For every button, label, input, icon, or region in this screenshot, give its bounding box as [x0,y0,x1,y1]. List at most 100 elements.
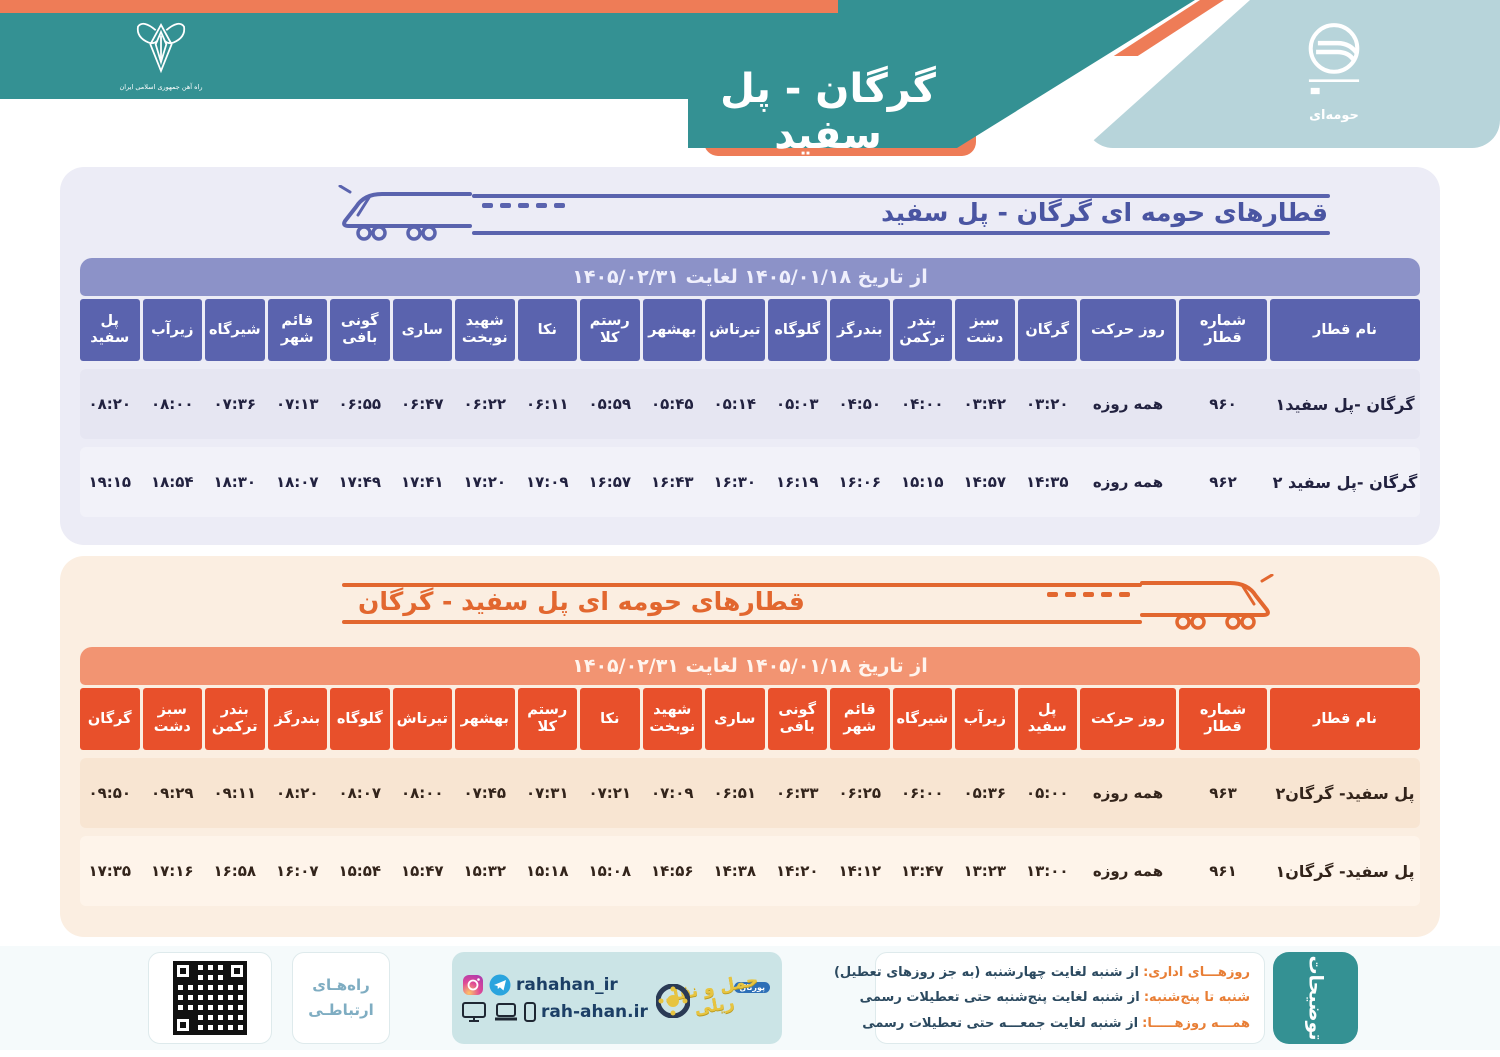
time-cell: ۰۶:۵۵ [338,395,382,413]
time-cell: ۰۵:۰۰ [1025,784,1069,802]
railways-emblem: راه آهن جمهوری اسلامی ایران [118,16,204,100]
social-box: پورتال حمل و نقل ریلی [452,952,782,1044]
table-row: گرگان -پل سفید۱ ۹۶۰ همه روزه ۰۳:۲۰ ۰۳:۴۲… [80,369,1420,439]
train-number: ۹۶۰ [1209,395,1237,413]
col-train-number: شماره قطار [1179,688,1267,750]
time-cell: ۰۶:۲۵ [838,784,882,802]
note-label: شنبه تا پنج‌شنبه: [1143,990,1250,1006]
time-cell: ۰۸:۲۰ [275,784,319,802]
contact-label-line1: راه‌هـای [312,975,370,994]
card1-title-band: قطارهای حومه ای گرگان - پل سفید [80,181,1420,253]
page-header: راه آهن جمهوری اسلامی ایران گرگان - پل س… [0,0,1500,162]
col-station: زیرآب [955,688,1015,750]
train-name: گرگان -پل سفید۱ [1275,394,1415,414]
time-cell: ۱۸:۰۷ [275,473,319,491]
note-text: از شنبه لغایت جمعـــه حتی تعطیلات رسمی [862,1015,1139,1031]
time-cell: ۰۳:۲۰ [1025,395,1069,413]
time-cell: ۰۳:۴۲ [963,395,1007,413]
suburban-wordmark: حومه‌ای [1309,108,1359,123]
train-name: پل سفید- گرگان۲ [1275,783,1415,803]
col-station: پل سفید [80,299,140,361]
time-cell: ۱۳:۴۷ [900,862,944,880]
time-cell: ۱۷:۰۹ [525,473,569,491]
time-cell: ۰۴:۰۰ [900,395,944,413]
time-cell: ۱۵:۵۴ [338,862,382,880]
col-station: گونی بافی [330,299,390,361]
train-illustration-icon [1047,574,1274,630]
run-days: همه روزه [1092,473,1164,491]
time-cell: ۰۹:۲۹ [150,784,194,802]
qr-finder-icon [173,1015,193,1035]
social-row-handles: rahahan_ir [462,974,648,996]
telegram-icon [489,974,511,996]
time-cell: ۱۴:۵۷ [963,473,1007,491]
rail-transport-portal-logo: پورتال حمل و نقل ریلی [654,970,772,1019]
railways-emblem-caption: راه آهن جمهوری اسلامی ایران [119,83,203,91]
col-station: ساری [392,299,452,361]
time-cell: ۰۸:۰۷ [338,784,382,802]
col-station: رستم کلا [517,688,577,750]
time-cell: ۰۵:۴۵ [650,395,694,413]
suburban-brand-logo: حومه‌ای [1292,18,1376,126]
time-cell: ۱۶:۳۰ [713,473,757,491]
qr-finder-icon [227,961,247,981]
col-station: گلوگاه [767,299,827,361]
col-station: تیرتاش [705,299,765,361]
time-cell: ۰۷:۱۳ [275,395,319,413]
card2-title: قطارهای حومه ای پل سفید - گرگان [358,587,805,616]
notes-box: روزهـــای اداری: از شنبه لغایت چهارشنبه … [834,952,1265,1044]
col-station: شیرگاه [892,688,952,750]
time-cell: ۱۷:۳۵ [88,862,132,880]
time-cell: ۰۶:۳۳ [775,784,819,802]
time-cell: ۱۶:۰۶ [838,473,882,491]
time-cell: ۱۳:۲۳ [963,862,1007,880]
decor-line [342,620,1142,624]
table-row: پل سفید- گرگان۲ ۹۶۳ همه روزه ۰۵:۰۰ ۰۵:۳۶… [80,758,1420,828]
time-cell: ۰۷:۳۶ [213,395,257,413]
time-cell: ۱۶:۱۹ [775,473,819,491]
time-cell: ۰۸:۰۰ [150,395,194,413]
time-cell: ۰۷:۳۱ [525,784,569,802]
train-number: ۹۶۲ [1209,473,1237,491]
note-line: روزهـــای اداری: از شنبه لغایت چهارشنبه … [834,960,1250,985]
decor-line [472,231,1330,235]
time-cell: ۰۹:۱۱ [213,784,257,802]
note-line: شنبه تا پنج‌شنبه: از شنبه لغایت پنج‌شنبه… [860,985,1250,1010]
note-text: از شنبه لغایت چهارشنبه (به جز روزهای تعط… [833,965,1139,980]
time-cell: ۰۷:۴۵ [463,784,507,802]
time-cell: ۰۴:۵۰ [838,395,882,413]
train-number: ۹۶۳ [1209,784,1237,802]
instagram-icon [463,975,483,995]
col-train-name: نام قطار [1270,299,1420,361]
timetable-card-gorgan-polsefid: قطارهای حومه ای گرگان - پل سفید از تاریخ… [60,167,1440,545]
card1-date-range: از تاریخ ۱۴۰۵/۰۱/۱۸ لغایت ۱۴۰۵/۰۲/۳۱ [80,258,1420,296]
portal-badge: پورتال [734,982,770,994]
time-cell: ۱۹:۱۵ [88,473,132,491]
run-days: همه روزه [1092,862,1164,880]
col-station: بهشهر [642,299,702,361]
time-cell: ۰۵:۳۶ [963,784,1007,802]
col-station: بهشهر [455,688,515,750]
col-station: قائم شهر [830,688,890,750]
social-handle: rahahan_ir [516,975,618,995]
col-station: زیرآب [142,299,202,361]
monitor-icon [462,1002,486,1022]
time-cell: ۱۸:۵۴ [150,473,194,491]
time-cell: ۱۶:۰۷ [275,862,319,880]
col-station: سبز دشت [955,299,1015,361]
time-cell: ۰۶:۵۱ [713,784,757,802]
time-cell: ۰۶:۱۱ [525,395,569,413]
timetable-card-polsefid-gorgan: قطارهای حومه ای پل سفید - گرگان از تاریخ… [60,556,1440,937]
time-cell: ۱۴:۲۰ [775,862,819,880]
time-cell: ۰۵:۰۳ [775,395,819,413]
qr-finder-icon [173,961,193,981]
col-train-name: نام قطار [1270,688,1420,750]
time-cell: ۱۵:۱۸ [525,862,569,880]
explanations-tab-label: توضیحات [1304,955,1327,1041]
time-cell: ۱۷:۲۰ [463,473,507,491]
col-station: نکا [517,299,577,361]
time-cell: ۰۷:۰۹ [650,784,694,802]
time-cell: ۰۷:۲۱ [588,784,632,802]
train-illustration-icon [338,185,565,241]
col-station: گرگان [80,688,140,750]
